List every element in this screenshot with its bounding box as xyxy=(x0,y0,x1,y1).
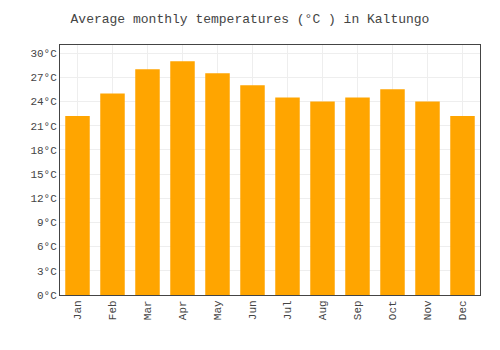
svg-text:Apr: Apr xyxy=(177,300,189,320)
svg-text:18°C: 18°C xyxy=(30,145,57,157)
svg-text:Mar: Mar xyxy=(142,300,154,320)
svg-text:May: May xyxy=(212,300,224,320)
svg-text:6°C: 6°C xyxy=(37,241,57,253)
svg-text:15°C: 15°C xyxy=(30,169,57,181)
svg-text:Nov: Nov xyxy=(422,300,434,320)
svg-text:9°C: 9°C xyxy=(37,217,57,229)
svg-text:Jul: Jul xyxy=(282,300,294,320)
svg-text:21°C: 21°C xyxy=(30,121,57,133)
svg-text:Dec: Dec xyxy=(457,300,469,320)
svg-text:27°C: 27°C xyxy=(30,72,57,84)
svg-text:Jan: Jan xyxy=(72,300,84,320)
svg-text:30°C: 30°C xyxy=(30,48,57,60)
svg-text:0°C: 0°C xyxy=(37,290,57,302)
svg-text:12°C: 12°C xyxy=(30,193,57,205)
svg-text:Oct: Oct xyxy=(387,300,399,320)
svg-text:Jun: Jun xyxy=(247,300,259,320)
svg-text:3°C: 3°C xyxy=(37,266,57,278)
svg-text:24°C: 24°C xyxy=(30,96,57,108)
svg-text:Feb: Feb xyxy=(107,300,119,320)
svg-text:Sep: Sep xyxy=(352,300,364,320)
svg-text:Aug: Aug xyxy=(317,300,329,320)
svg-text:Average monthly temperatures (: Average monthly temperatures (°C ) in Ka… xyxy=(71,12,430,27)
